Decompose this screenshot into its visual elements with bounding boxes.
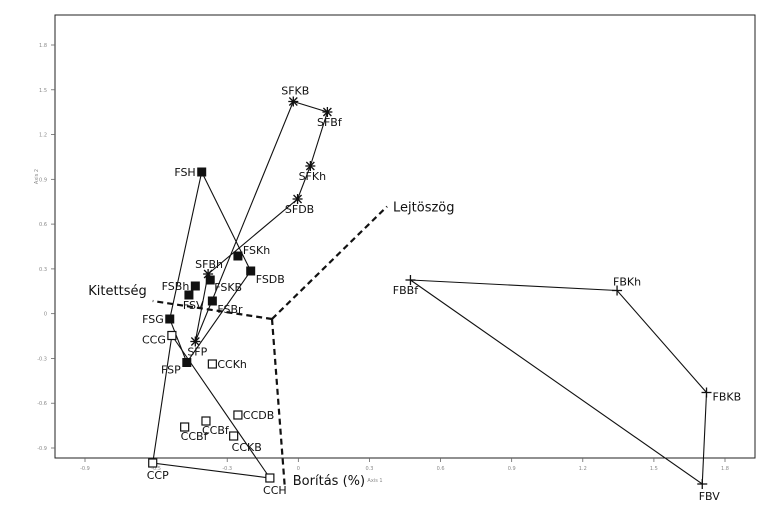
point-label: SFBh: [195, 258, 223, 271]
open-square-marker: [201, 416, 211, 426]
point-label: FBBf: [393, 284, 419, 297]
x-tick-label: 1.8: [721, 466, 729, 472]
point-label: SFKB: [281, 85, 309, 98]
point-label: FSKh: [243, 244, 270, 257]
star-stroke: [305, 161, 315, 171]
point-label: CCBf: [181, 430, 209, 443]
y-tick-label: 0.3: [39, 267, 47, 273]
point-label: FSV: [183, 299, 204, 312]
x-tick-label: 0.3: [365, 466, 373, 472]
x-tick-label: -0.3: [222, 466, 232, 472]
open-square-marker: [265, 473, 275, 483]
vector-line: [271, 205, 388, 320]
point-label: FSH: [174, 166, 195, 179]
open-square-marker: [233, 410, 243, 420]
filled-square-marker: [197, 167, 207, 177]
star-marker: [288, 96, 299, 107]
filled-square-marker: [182, 358, 192, 367]
point-label: FBKh: [613, 276, 641, 289]
y-tick-label: 0: [44, 312, 47, 318]
y-tick-label: 0.6: [39, 222, 47, 228]
point-label: FSDB: [256, 273, 285, 286]
point-label: FBV: [699, 490, 721, 503]
x-tick-label: 0.6: [437, 466, 445, 472]
star-marker: [292, 194, 303, 204]
x-tick-label: 1.2: [579, 466, 587, 472]
plot-area: [54, 14, 756, 459]
vector-label: Kitettség: [88, 284, 146, 299]
point-label: CCG: [142, 334, 166, 347]
vector-line: [270, 318, 286, 488]
filled-square-marker: [184, 290, 194, 300]
x-tick-label: -0.5: [151, 466, 161, 472]
point-label: SFKh: [299, 170, 327, 183]
plus-marker: [697, 479, 708, 489]
vector-label: Lejtöszög: [393, 201, 454, 216]
x-tick-label: 0.9: [508, 466, 516, 472]
group-hull: [152, 335, 272, 479]
open-square-marker: [229, 431, 239, 441]
point-label: FSKB: [214, 281, 242, 294]
x-tick-label: 1.5: [650, 466, 658, 472]
plus-marker: [405, 275, 416, 285]
point-label: CCH: [263, 484, 287, 497]
axes: -0.9 -0.5 -0.3 0 0.3 0.6 0.9 1.2 1.5 1.8 1.8 1.5 1.2…: [34, 43, 729, 484]
y-axis-title: Axis 2: [34, 169, 40, 184]
x-tick-label: -0.9: [80, 466, 90, 472]
point-label: FSBh: [162, 280, 190, 293]
y-tick-label: 0.9: [39, 177, 47, 183]
x-axis-title: Axis 1: [367, 478, 382, 484]
filled-square-marker: [165, 314, 175, 324]
x-tick-label: 0: [297, 466, 300, 472]
filled-square-marker: [207, 296, 217, 306]
y-tick-label: -0.6: [37, 401, 47, 407]
point-label: FBKB: [713, 391, 742, 404]
star-stroke: [190, 337, 200, 346]
filled-square-marker: [205, 275, 215, 285]
point-label: FSP: [161, 364, 181, 377]
point-label: CCP: [147, 469, 169, 482]
star-marker: [305, 161, 316, 171]
y-tick-label: 1.5: [39, 88, 47, 94]
plus-marker: [701, 387, 712, 398]
filled-square-marker: [246, 266, 256, 276]
point-label: FSG: [142, 313, 164, 326]
point-label: CCBf: [202, 424, 230, 437]
plus-marker: [612, 285, 623, 296]
star-stroke: [203, 269, 213, 279]
star-marker: [322, 107, 333, 117]
point-label: SFDB: [285, 203, 314, 216]
star-stroke: [288, 97, 298, 106]
point-label: SFP: [187, 346, 207, 359]
point-label: FSBr: [217, 303, 243, 316]
point-label: CCDB: [243, 409, 274, 422]
vector-label: Borítás (%): [293, 474, 365, 489]
filled-square-marker: [190, 281, 200, 291]
filled-square-marker: [233, 251, 243, 261]
star-stroke: [293, 194, 303, 204]
open-square-marker: [167, 330, 177, 341]
point-label: CCKh: [217, 358, 247, 371]
y-tick-label: 1.8: [39, 43, 47, 49]
y-tick-label: 1.2: [39, 133, 47, 139]
star-marker: [190, 336, 201, 347]
point-label: CCKB: [232, 441, 262, 454]
open-square-marker: [180, 422, 190, 432]
open-square-marker: [207, 359, 217, 369]
point-label: SFBf: [317, 116, 343, 129]
sample-points: [148, 96, 712, 489]
y-tick-label: -0.3: [37, 356, 47, 362]
open-square-marker: [148, 458, 158, 468]
sample-labels: SFKB SFBf SFKh SFDB SFBh SFP FSH FSKh FSDB FSKB FS…: [142, 85, 741, 504]
y-tick-label: -0.9: [37, 446, 47, 452]
star-stroke: [322, 107, 332, 117]
